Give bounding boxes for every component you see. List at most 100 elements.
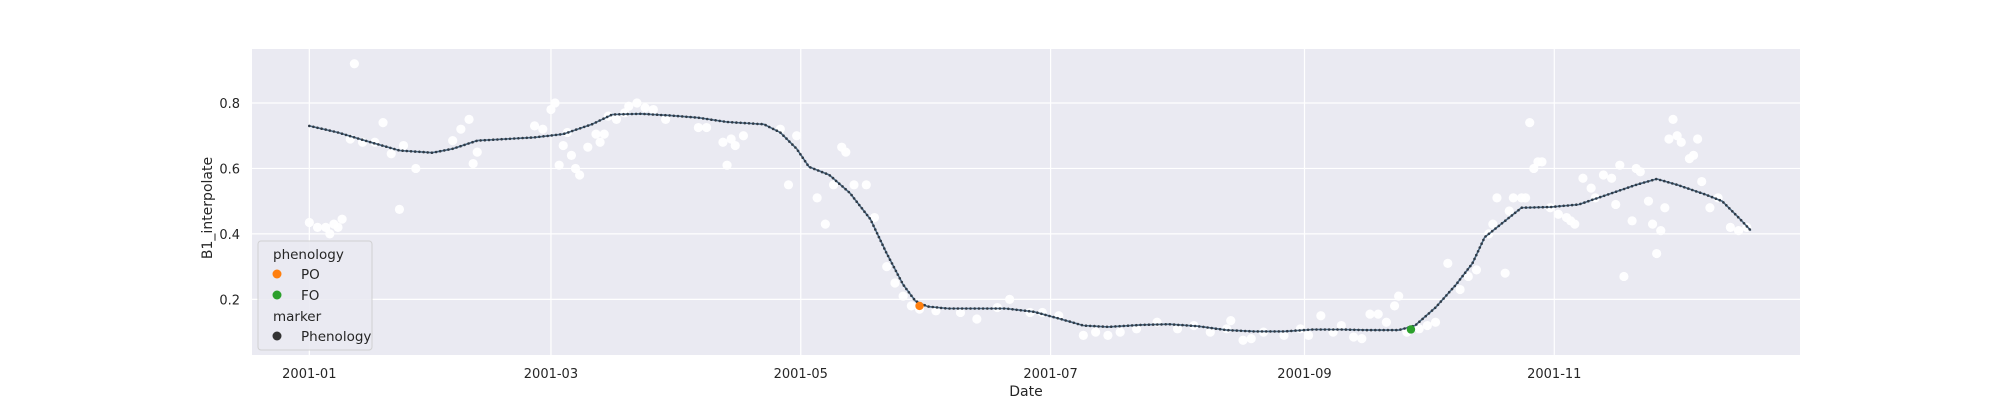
smoothed-marker: [1598, 195, 1602, 199]
smoothed-marker: [517, 137, 520, 140]
raw-point: [570, 163, 581, 174]
raw-point: [1238, 335, 1248, 345]
smoothed-marker: [479, 139, 482, 142]
raw-point: [972, 314, 982, 324]
smoothed-marker: [1606, 193, 1610, 196]
smoothed-marker: [689, 115, 692, 119]
smoothed-marker: [1614, 190, 1618, 193]
smoothed-marker: [870, 220, 873, 224]
smoothed-marker: [1622, 187, 1626, 191]
smoothed-marker: [847, 190, 851, 194]
raw-point: [1103, 330, 1113, 340]
smoothed-marker: [567, 131, 570, 134]
smoothed-marker: [1533, 206, 1536, 209]
raw-point: [1697, 176, 1707, 187]
smoothed-marker: [393, 147, 396, 151]
smoothed-marker: [1044, 313, 1047, 317]
smoothed-marker: [1447, 290, 1451, 294]
smoothed-marker: [1683, 186, 1686, 189]
smoothed-marker: [1722, 201, 1725, 204]
raw-point: [591, 129, 601, 139]
smoothed-marker: [312, 125, 315, 129]
phenology-points: [915, 301, 1416, 334]
raw-point: [554, 160, 564, 170]
smoothed-marker: [1080, 323, 1084, 327]
smoothed-marker: [809, 166, 812, 169]
smoothed-marker: [902, 284, 906, 287]
smoothed-marker: [1490, 229, 1494, 233]
smoothed-marker: [935, 306, 939, 309]
smoothed-marker: [1739, 218, 1743, 222]
smoothed-marker: [881, 243, 884, 246]
smoothed-marker: [1294, 329, 1297, 332]
smoothed-marker: [852, 197, 856, 200]
smoothed-marker: [647, 112, 650, 116]
smoothed-marker: [865, 213, 869, 217]
smoothed-marker: [356, 137, 360, 140]
smoothed-marker: [1231, 329, 1234, 332]
smoothed-marker: [639, 112, 642, 116]
smoothed-marker: [1130, 324, 1134, 327]
smoothed-marker: [1475, 253, 1478, 257]
raw-point: [738, 131, 749, 141]
smoothed-marker: [1032, 310, 1035, 314]
smoothed-marker: [1421, 317, 1424, 321]
smoothed-marker: [1638, 182, 1642, 185]
smoothed-marker: [760, 122, 763, 126]
smoothed-marker: [1566, 204, 1570, 207]
raw-point: [1733, 226, 1744, 236]
smoothed-marker: [1579, 202, 1582, 206]
smoothed-marker: [782, 134, 785, 137]
smoothed-marker: [1430, 309, 1434, 312]
smoothed-marker: [463, 143, 466, 147]
smoothed-marker: [1748, 228, 1751, 231]
smoothed-marker: [1218, 327, 1222, 331]
y-tick-label: 0.8: [219, 97, 240, 112]
smoothed-marker: [1177, 323, 1180, 327]
smoothed-marker: [1456, 281, 1459, 285]
raw-point: [1553, 209, 1563, 219]
smoothed-marker: [874, 228, 877, 231]
smoothed-marker: [806, 163, 809, 166]
smoothed-marker: [730, 121, 734, 124]
smoothed-marker: [1494, 227, 1497, 230]
smoothed-marker: [328, 129, 332, 132]
smoothed-marker: [1500, 222, 1504, 225]
raw-point: [1647, 219, 1658, 229]
smoothed-marker: [340, 132, 344, 135]
smoothed-marker: [1382, 328, 1385, 332]
smoothed-marker: [844, 187, 847, 191]
smoothed-marker: [1415, 323, 1418, 326]
smoothed-marker: [1369, 328, 1373, 332]
smoothed-marker: [1545, 205, 1549, 209]
smoothed-marker: [1193, 324, 1197, 328]
smoothed-marker: [622, 112, 625, 116]
smoothed-marker: [542, 135, 545, 138]
smoothed-marker: [1562, 204, 1565, 208]
smoothed-marker: [1357, 328, 1360, 332]
smoothed-marker: [1256, 330, 1260, 333]
smoothed-marker: [1497, 224, 1501, 228]
raw-point: [906, 301, 916, 311]
smoothed-marker: [1185, 324, 1188, 327]
raw-point: [648, 104, 658, 115]
smoothed-marker: [1015, 308, 1018, 312]
smoothed-marker: [512, 137, 516, 140]
smoothed-marker: [1052, 315, 1055, 319]
smoothed-marker: [1040, 312, 1043, 316]
x-tick-label: 2001-03: [524, 367, 578, 382]
smoothed-marker: [1718, 198, 1722, 202]
smoothed-marker: [598, 119, 601, 122]
legend-phenology-label: Phenology: [301, 329, 371, 345]
smoothed-marker: [1344, 328, 1348, 331]
smoothed-marker: [969, 307, 972, 310]
smoothed-marker: [894, 269, 898, 273]
smoothed-marker: [768, 125, 771, 129]
smoothed-marker: [397, 148, 400, 152]
y-tick-label: 0.6: [219, 162, 240, 177]
smoothed-marker: [1088, 324, 1092, 328]
raw-point: [1443, 258, 1453, 268]
smoothed-marker: [651, 113, 655, 116]
legend-fo-marker: [272, 290, 282, 300]
smoothed-marker: [385, 145, 388, 148]
